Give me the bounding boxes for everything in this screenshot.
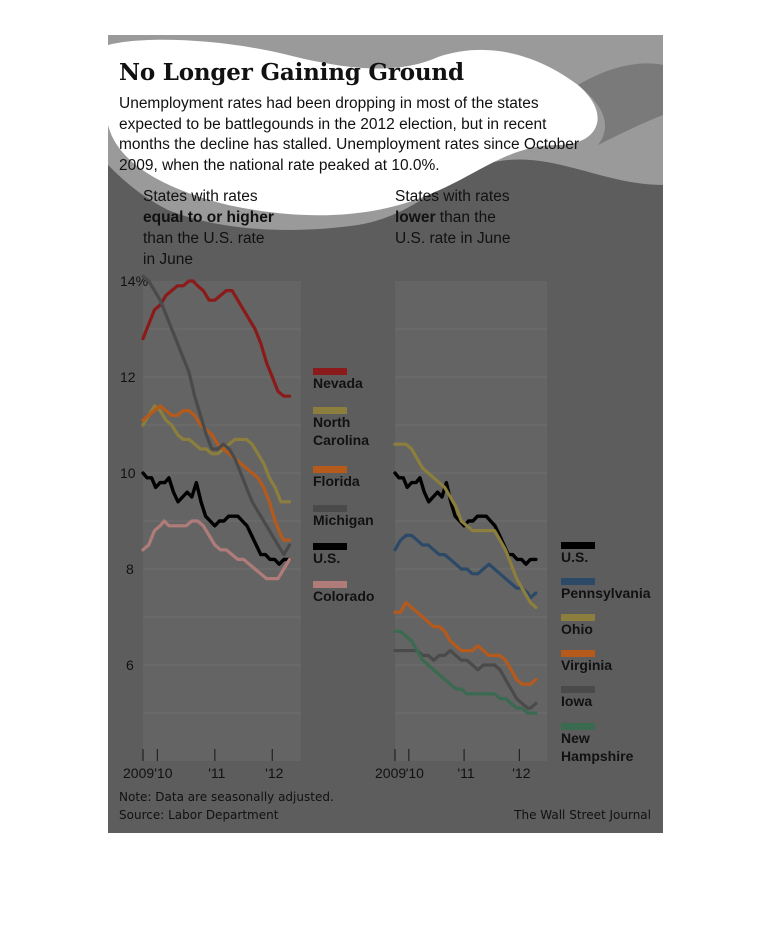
legend-swatch-ohio: [561, 614, 595, 621]
x-tick-label: '10: [406, 765, 424, 781]
series-line-pennsylvania: [393, 533, 538, 600]
y-tick-label: 8: [126, 561, 134, 577]
legend-swatch-michigan: [313, 505, 347, 512]
x-tick-label: '11: [208, 765, 225, 781]
swoosh-white: [108, 39, 598, 216]
y-tick-label: 14%: [120, 273, 148, 289]
series-line-ohio: [393, 442, 538, 609]
chart-subtitle: Unemployment rates had been dropping in …: [119, 95, 580, 174]
legend-swatch-colorado: [313, 581, 347, 588]
legend-swatch-u-s-: [561, 542, 595, 549]
legend-swatch-nevada: [313, 368, 347, 375]
chart-title: No Longer Gaining Ground: [119, 59, 464, 86]
x-tick-label: '11: [457, 765, 474, 781]
legend-label-u-s-: U.S.: [561, 549, 588, 565]
legend-label-u-s-: U.S.: [313, 550, 340, 566]
series-line-florida: [141, 404, 292, 542]
right-header-line3: U.S. rate in June: [395, 230, 511, 247]
legend-label-new-hampshire: Hampshire: [561, 748, 634, 764]
x-tick-label: '12: [265, 765, 283, 781]
background-swoosh: [108, 35, 663, 230]
left-panel-header: States with rates equal to or higher tha…: [143, 186, 274, 270]
left-header-line1: States with rates: [143, 188, 258, 205]
legend-swatch-new-hampshire: [561, 723, 595, 730]
chart-canvas: 2009'10'11'1268101214%NevadaNorthCarolin…: [120, 273, 651, 781]
y-tick-label: 6: [126, 657, 134, 673]
series-line-u-s-: [393, 471, 538, 566]
series-line-north-carolina: [141, 404, 292, 504]
x-tick-label: '12: [512, 765, 530, 781]
series-line-michigan: [141, 274, 292, 557]
x-tick-label: '10: [154, 765, 172, 781]
legend-label-michigan: Michigan: [313, 512, 374, 528]
left-header-line4: in June: [143, 251, 193, 268]
footnote: Note: Data are seasonally adjusted.: [119, 790, 334, 804]
y-tick-label: 10: [120, 465, 136, 481]
series-line-nevada: [141, 279, 292, 398]
legend-label-ohio: Ohio: [561, 621, 593, 637]
x-tick-label: 2009: [375, 765, 406, 781]
series-line-new-hampshire: [393, 629, 538, 715]
legend-label-nevada: Nevada: [313, 375, 363, 391]
source-line: Source: Labor Department: [119, 808, 279, 822]
legend-label-colorado: Colorado: [313, 588, 374, 604]
right-header-line2: lower than the: [395, 209, 496, 226]
legend-swatch-pennsylvania: [561, 578, 595, 585]
series-line-u-s-: [141, 471, 292, 566]
legend-swatch-florida: [313, 466, 347, 473]
credit-line: The Wall Street Journal: [514, 808, 651, 822]
legend-label-north-carolina: Carolina: [313, 432, 369, 448]
legend-label-virginia: Virginia: [561, 657, 612, 673]
legend-swatch-north-carolina: [313, 407, 347, 414]
right-header-line1: States with rates: [395, 188, 510, 205]
legend-swatch-virginia: [561, 650, 595, 657]
x-tick-label: 2009: [123, 765, 154, 781]
series-line-virginia: [393, 601, 538, 686]
legend-swatch-iowa: [561, 686, 595, 693]
chart-card: No Longer Gaining Ground Unemployment ra…: [108, 35, 663, 833]
series-line-colorado: [141, 519, 292, 581]
legend-label-iowa: Iowa: [561, 693, 592, 709]
left-header-bold: equal to or higher: [143, 209, 274, 226]
legend-label-north-carolina: North: [313, 414, 350, 430]
legend-swatch-u-s-: [313, 543, 347, 550]
legend-label-pennsylvania: Pennsylvania: [561, 585, 651, 601]
y-tick-label: 12: [120, 369, 136, 385]
legend-label-new-hampshire: New: [561, 730, 590, 746]
left-header-line3: than the U.S. rate: [143, 230, 265, 247]
legend-label-florida: Florida: [313, 473, 360, 489]
right-panel-header: States with rates lower than the U.S. ra…: [395, 186, 510, 249]
swoosh-tail: [578, 63, 663, 145]
